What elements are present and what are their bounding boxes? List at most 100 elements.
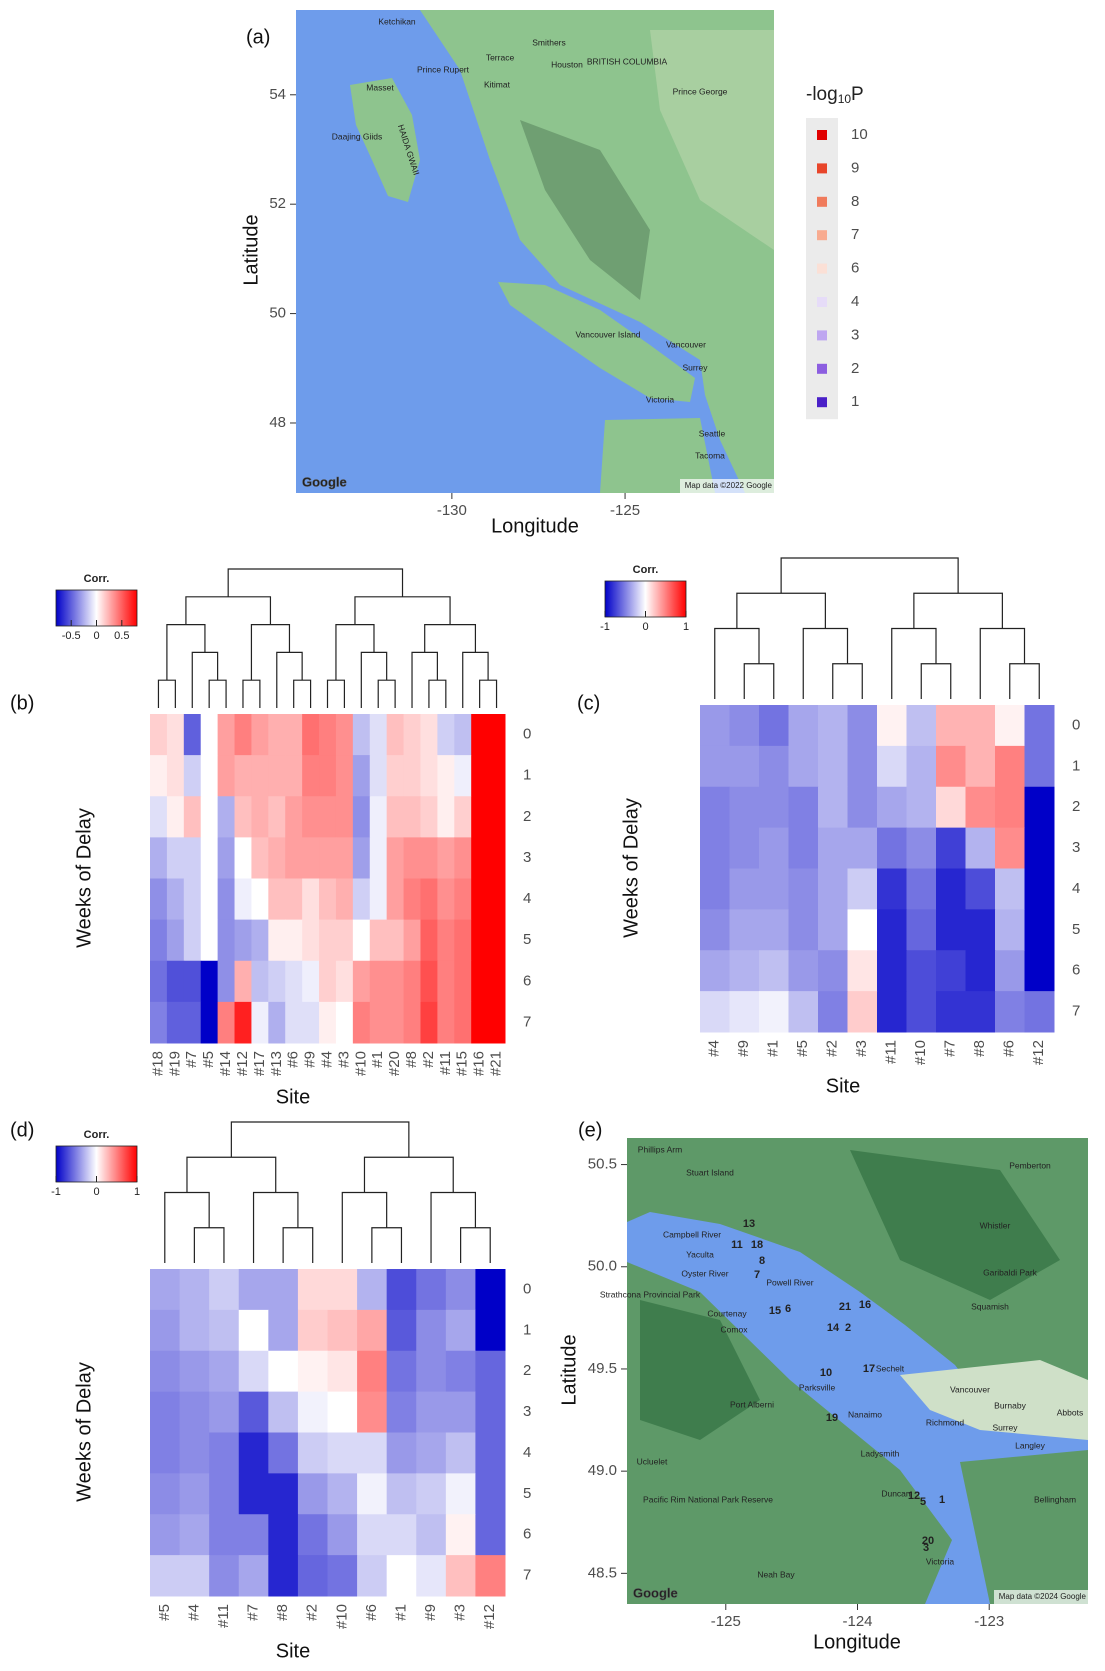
colorbar-title: Corr. [633,564,659,576]
heatmap-cell [877,991,907,1033]
heatmap-cell [936,705,966,747]
heatmap-cell [285,919,303,962]
y-tick-label: 5 [1072,921,1080,938]
heatmap-cell [847,745,878,788]
heatmap-cell [268,878,286,921]
x-tick-label: #7 [942,1040,959,1057]
heatmap-cell [369,714,388,756]
dendrogram-branch [920,663,952,699]
heatmap-cell [759,786,789,829]
dendrogram-branch [462,651,489,708]
heatmap-cell [471,919,489,962]
heatmap-cell [420,919,438,962]
heatmap-cell [475,1309,506,1352]
heatmap-cell [297,1269,328,1311]
heatmap-cell [268,837,286,879]
site-label: 15 [769,1305,781,1317]
x-tick-label: #1 [765,1040,782,1057]
dendrogram-branch [479,679,498,708]
heatmap-cell [209,1269,240,1311]
heatmap-cell [200,960,219,1003]
heatmap-cell [416,1391,447,1433]
heatmap-cell [268,960,286,1003]
heatmap-cell [234,796,252,838]
dendrogram-branch [430,1191,477,1263]
attribution-bg [680,479,774,493]
heatmap-cell [238,1555,269,1597]
site-label: 13 [743,1218,755,1230]
place-label: Terrace [486,52,515,62]
heatmap-cell [475,1473,506,1515]
dendrogram-branch [891,627,937,699]
heatmap-cell [297,1514,328,1556]
heatmap-cell [759,909,789,951]
site-label: 10 [820,1367,832,1379]
x-tick-label: #15 [454,1051,471,1076]
heatmap-cell [200,837,219,879]
heatmap-cell [369,919,388,962]
map-land [640,1300,760,1440]
y-tick-label: 3 [523,849,531,866]
attribution-bg [994,1590,1088,1604]
heatmap-cell [238,1309,269,1352]
dendrogram-branch [164,1191,210,1263]
x-tick-label: #12 [481,1604,498,1629]
heatmap-cell [234,837,252,879]
x-tick-label: #6 [285,1051,302,1068]
heatmap-cell [357,1309,388,1352]
dendrogram-branch [276,651,303,708]
dendrogram-branch [832,663,863,699]
heatmap-cell [788,909,819,951]
x-tick-label: #2 [304,1604,321,1621]
heatmap-cell [209,1350,240,1393]
heatmap-cell [150,714,168,756]
place-label: Nanaimo [848,1409,882,1419]
heatmap-cell [179,1309,210,1352]
heatmap-cell [166,837,185,879]
heatmap-cell [386,1432,417,1474]
heatmap-cell [200,1001,219,1044]
heatmap-cell [302,960,320,1003]
heatmap-cell [150,1514,181,1556]
heatmap-cell [403,960,421,1003]
heatmap-cell [403,755,421,797]
heatmap-cell [302,837,320,879]
x-tick-label: #11 [883,1040,900,1064]
heatmap-cell [268,1391,299,1433]
heatmap-cell [302,878,320,921]
place-label: Pemberton [1009,1160,1051,1170]
y-tick-label: 54 [269,86,286,103]
heatmap-cell [319,837,337,879]
place-label: Neah Bay [757,1569,795,1579]
heatmap-cell [302,796,320,838]
heatmap-cell [818,950,848,992]
heatmap-cell [936,868,966,910]
site-label: 6 [785,1303,791,1315]
heatmap-cell [965,991,996,1033]
heatmap-cell [335,755,354,797]
heatmap-cell [327,1555,358,1597]
place-label: Courtenay [707,1308,747,1318]
heatmap-cell [700,745,730,788]
heatmap-cell [965,786,996,829]
heatmap-cell [877,745,907,788]
heatmap-cell [906,827,937,869]
heatmap-cell [352,796,371,838]
legend-title-part: P [851,84,864,105]
heatmap-cell [788,745,819,788]
legend-label: 1 [851,393,859,410]
heatmap-cell [877,827,907,869]
heatmap-cell [700,909,730,951]
x-axis-title: Site [826,1075,860,1097]
legend-swatch [817,263,827,274]
x-tick-label: #16 [471,1051,488,1076]
legend-label: 3 [851,326,859,343]
heatmap-cell [906,909,937,951]
heatmap-cell [369,960,388,1003]
heatmap-cell [335,960,354,1003]
site-label: 12 [908,1490,920,1502]
place-label: Port Alberni [730,1399,774,1409]
heatmap-cell [386,755,405,797]
legend-swatch [817,297,827,307]
